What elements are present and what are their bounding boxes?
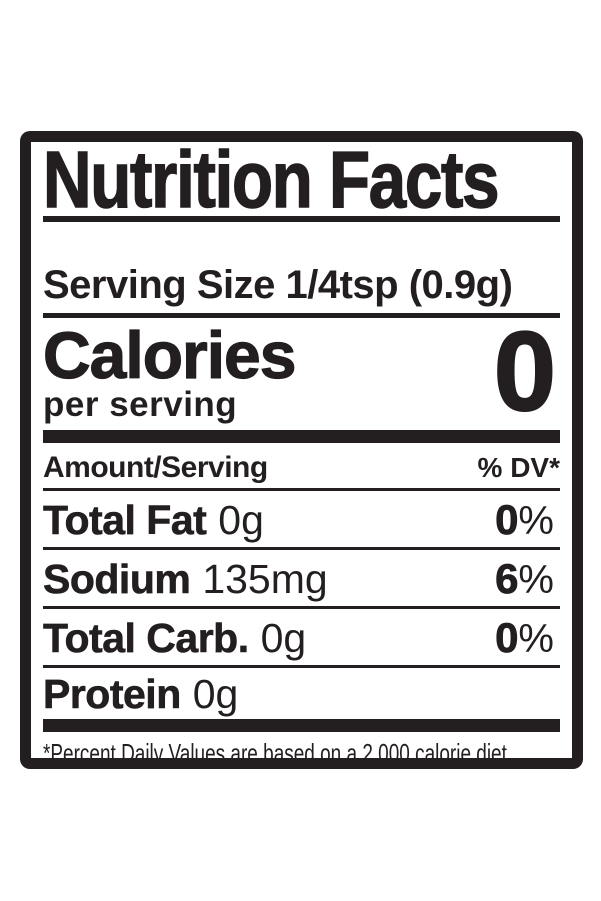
nutrient-dv: 0% (495, 614, 554, 662)
row-left: Total Fat 0g (43, 497, 264, 543)
nutrient-name: Protein (43, 671, 182, 717)
thick-bar-top (43, 430, 560, 443)
dv-percent-sign: % (518, 558, 554, 602)
calories-label: Calories (42, 318, 297, 392)
serving-divider (43, 313, 560, 318)
table-row-total-carb: Total Carb. 0g 0% (43, 609, 560, 665)
dv-number: 6 (495, 555, 519, 603)
panel-title-line: Nutrition Facts (42, 135, 560, 224)
amount-serving-header: Amount/Serving (43, 451, 268, 484)
dv-number: 0 (495, 614, 519, 662)
percent-dv-header: % DV* (477, 452, 560, 483)
panel-title: Nutrition Facts (42, 135, 500, 224)
nutrient-amount: 0g (192, 671, 239, 717)
table-row-protein: Protein 0g (43, 668, 560, 719)
nutrient-name: Sodium (43, 556, 191, 602)
nutrient-dv: 0% (495, 496, 554, 544)
nutrient-name: Total Fat (43, 497, 207, 543)
row-left: Total Carb. 0g (43, 615, 307, 661)
row-divider (43, 606, 560, 609)
nutrient-name: Total Carb. (43, 615, 250, 661)
footnote-text: *Percent Daily Values are based on a 2,0… (43, 738, 513, 768)
nutrient-dv: 6% (495, 555, 554, 603)
nutrient-amount: 135mg (202, 556, 328, 602)
table-row-total-fat: Total Fat 0g 0% (43, 491, 560, 547)
dv-number: 0 (495, 496, 519, 544)
nutrient-amount: 0g (260, 615, 307, 661)
dv-percent-sign: % (518, 617, 554, 661)
header-divider (43, 488, 560, 491)
per-serving-label: per serving (43, 385, 238, 424)
table-header: Amount/Serving % DV* (43, 452, 560, 484)
calories-section: Calories per serving 0 (42, 309, 560, 434)
serving-size-text: Serving Size 1/4tsp (0.9g) (43, 263, 513, 307)
table-row-sodium: Sodium 135mg 6% (43, 550, 560, 606)
row-divider (43, 547, 560, 550)
row-left: Protein 0g (43, 671, 239, 717)
nutrient-amount: 0g (218, 497, 264, 543)
row-divider (43, 665, 560, 668)
row-left: Sodium 135mg (43, 556, 328, 602)
calories-labels: Calories per serving (42, 318, 297, 424)
dv-percent-sign: % (518, 499, 554, 543)
footnote-line: *Percent Daily Values are based on a 2,0… (43, 738, 560, 768)
title-divider (43, 216, 560, 222)
thick-bar-bottom (43, 719, 560, 732)
calories-value: 0 (493, 309, 557, 434)
nutrition-facts-panel: Nutrition Facts Serving Size 1/4tsp (0.9… (20, 131, 583, 769)
